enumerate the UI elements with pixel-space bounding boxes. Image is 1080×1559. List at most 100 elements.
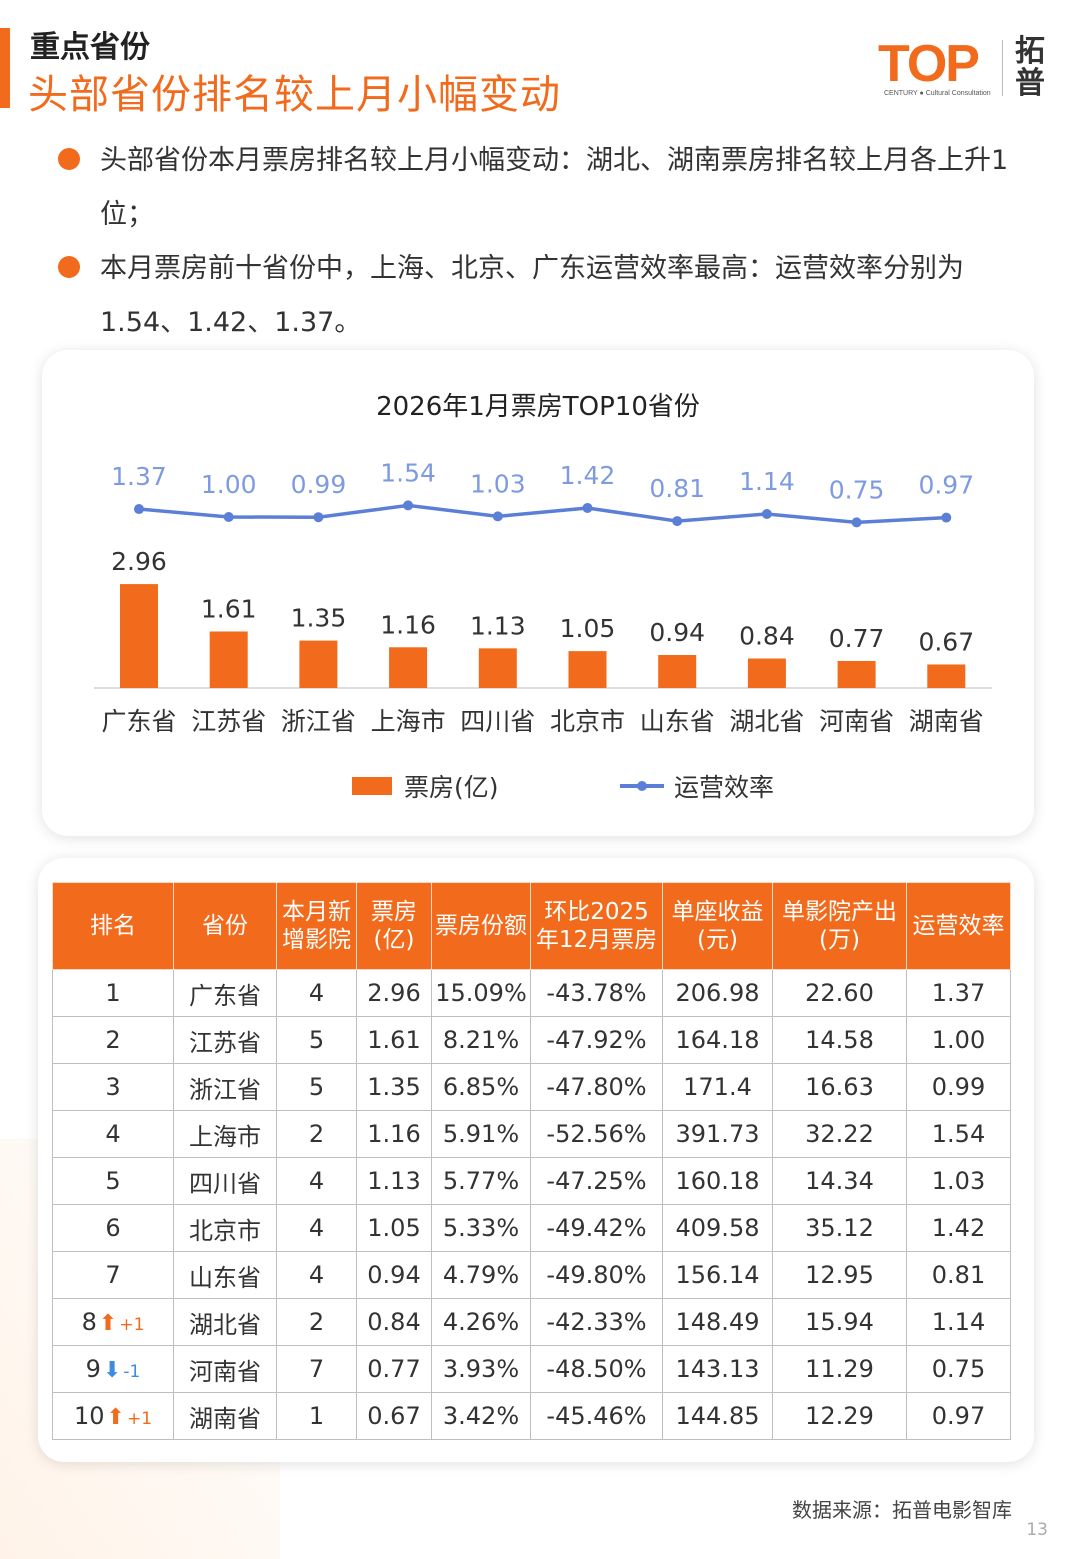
cell-province: 四川省 xyxy=(173,1157,277,1205)
rank-number: 4 xyxy=(105,1120,121,1148)
cell-efficiency: 1.03 xyxy=(906,1157,1011,1205)
cell-province: 湖北省 xyxy=(173,1298,277,1346)
table-row: 3 浙江省 5 1.35 6.85% -47.80% 171.4 16.63 0.99 xyxy=(52,1063,1011,1111)
bullet-text-1: 头部省份本月票房排名较上月小幅变动：湖北、湖南票房排名较上月各上升1位； xyxy=(100,145,1009,230)
efficiency-point xyxy=(761,508,772,519)
logo-tagline: CENTURY ● Cultural Consultation xyxy=(884,90,991,97)
efficiency-point xyxy=(672,516,683,527)
x-tick-label: 河南省 xyxy=(819,707,894,736)
rank-number: 7 xyxy=(105,1261,121,1289)
cell-mom-change: -42.33% xyxy=(530,1298,663,1346)
cell-box-office: 0.84 xyxy=(356,1298,432,1346)
cell-box-office: 0.67 xyxy=(356,1392,432,1440)
logo-chinese: 拓普 xyxy=(1015,34,1045,101)
cell-province: 广东省 xyxy=(173,969,277,1017)
cell-province: 上海市 xyxy=(173,1110,277,1158)
efficiency-value-label: 0.99 xyxy=(291,470,347,499)
cell-box-office: 0.94 xyxy=(356,1251,432,1299)
header-share: 票房份额 xyxy=(431,882,531,970)
header-box-office: 票房(亿) xyxy=(356,882,432,970)
cell-box-office: 1.13 xyxy=(356,1157,432,1205)
arrow-up-icon: ⬆ xyxy=(98,1311,118,1336)
cell-cinema-output: 14.58 xyxy=(772,1016,907,1064)
section-label: 重点省份 xyxy=(30,30,150,65)
cell-new-cinemas: 5 xyxy=(276,1016,357,1064)
cell-mom-change: -52.56% xyxy=(530,1110,663,1158)
cell-box-office: 0.77 xyxy=(356,1345,432,1393)
table-row: 10⬆ +1 湖南省 1 0.67 3.42% -45.46% 144.85 12.29 0.97 xyxy=(52,1392,1011,1440)
bar-box-office xyxy=(837,660,876,688)
bar-box-office xyxy=(299,640,338,688)
cell-new-cinemas: 2 xyxy=(276,1110,357,1158)
cell-box-office: 1.16 xyxy=(356,1110,432,1158)
cell-mom-change: -47.80% xyxy=(530,1063,663,1111)
legend-bar-swatch xyxy=(352,777,392,795)
table-row: 8⬆ +1 湖北省 2 0.84 4.26% -42.33% 148.49 15.94 1.14 xyxy=(52,1298,1011,1346)
logo-wordmark: TOP xyxy=(878,35,980,93)
efficiency-value-label: 1.14 xyxy=(739,467,795,496)
cell-seat-revenue: 160.18 xyxy=(662,1157,773,1205)
legend-item-efficiency: 运营效率 xyxy=(620,768,774,804)
cell-box-office: 1.05 xyxy=(356,1204,432,1252)
cell-rank: 10⬆ +1 xyxy=(52,1392,174,1440)
cell-new-cinemas: 4 xyxy=(276,969,357,1017)
cell-new-cinemas: 4 xyxy=(276,1251,357,1299)
cell-efficiency: 1.42 xyxy=(906,1204,1011,1252)
cell-province: 江苏省 xyxy=(173,1016,277,1064)
cell-new-cinemas: 7 xyxy=(276,1345,357,1393)
legend-label-box-office: 票房(亿) xyxy=(404,773,499,802)
bullet-dot xyxy=(58,148,80,170)
cell-mom-change: -43.78% xyxy=(530,969,663,1017)
efficiency-value-label: 1.54 xyxy=(380,458,436,487)
efficiency-value-label: 0.81 xyxy=(649,474,705,503)
cell-rank: 5 xyxy=(52,1157,174,1205)
bar-box-office xyxy=(478,648,517,688)
rank-number: 3 xyxy=(105,1073,121,1101)
cell-province: 湖南省 xyxy=(173,1392,277,1440)
cell-efficiency: 1.14 xyxy=(906,1298,1011,1346)
efficiency-point xyxy=(223,512,234,522)
efficiency-value-label: 1.03 xyxy=(470,469,526,498)
rank-number: 8 xyxy=(81,1308,97,1336)
page-headline: 头部省份排名较上月小幅变动 xyxy=(28,72,561,118)
bar-value-label: 1.05 xyxy=(560,614,616,643)
logo-divider xyxy=(1002,40,1003,96)
combo-chart: 2.96 广东省 1.61 江苏省 1.35 浙江省 1.16 上海市 1.13 四川省 1.05 北… xyxy=(94,458,992,736)
efficiency-value-label: 1.00 xyxy=(201,470,257,499)
cell-province: 北京市 xyxy=(173,1204,277,1252)
x-tick-label: 北京市 xyxy=(550,707,625,736)
cell-rank: 6 xyxy=(52,1204,174,1252)
arrow-up-icon: ⬆ xyxy=(106,1405,125,1430)
cell-rank: 7 xyxy=(52,1251,174,1299)
efficiency-point xyxy=(313,512,324,523)
cell-mom-change: -49.80% xyxy=(530,1251,663,1299)
cell-new-cinemas: 2 xyxy=(276,1298,357,1346)
bar-value-label: 2.96 xyxy=(111,547,167,576)
cell-mom-change: -45.46% xyxy=(530,1392,663,1440)
efficiency-line xyxy=(138,503,947,525)
efficiency-point xyxy=(851,517,862,528)
section-accent-bar xyxy=(0,28,10,108)
cell-efficiency: 0.99 xyxy=(906,1063,1011,1111)
cell-efficiency: 0.81 xyxy=(906,1251,1011,1299)
table-row: 5 四川省 4 1.13 5.77% -47.25% 160.18 14.34 1.03 xyxy=(52,1157,1011,1205)
efficiency-value-label: 1.37 xyxy=(111,462,167,491)
cell-mom-change: -47.92% xyxy=(530,1016,663,1064)
cell-rank: 1 xyxy=(52,969,174,1017)
x-tick-label: 上海市 xyxy=(371,707,446,736)
cell-seat-revenue: 391.73 xyxy=(662,1110,773,1158)
bar-box-office xyxy=(927,664,966,688)
cell-cinema-output: 35.12 xyxy=(772,1204,907,1252)
data-source: 数据来源：拓普电影智库 xyxy=(792,1498,1012,1522)
cell-new-cinemas: 1 xyxy=(276,1392,357,1440)
cell-cinema-output: 11.29 xyxy=(772,1345,907,1393)
cell-cinema-output: 15.94 xyxy=(772,1298,907,1346)
cell-seat-revenue: 164.18 xyxy=(662,1016,773,1064)
cell-rank: 8⬆ +1 xyxy=(52,1298,174,1346)
x-tick-label: 湖北省 xyxy=(729,707,804,736)
bar-value-label: 1.13 xyxy=(470,611,526,640)
efficiency-value-label: 0.97 xyxy=(918,471,974,500)
cell-box-office: 1.35 xyxy=(356,1063,432,1111)
cell-seat-revenue: 144.85 xyxy=(662,1392,773,1440)
cell-rank: 9⬇ -1 xyxy=(52,1345,174,1393)
